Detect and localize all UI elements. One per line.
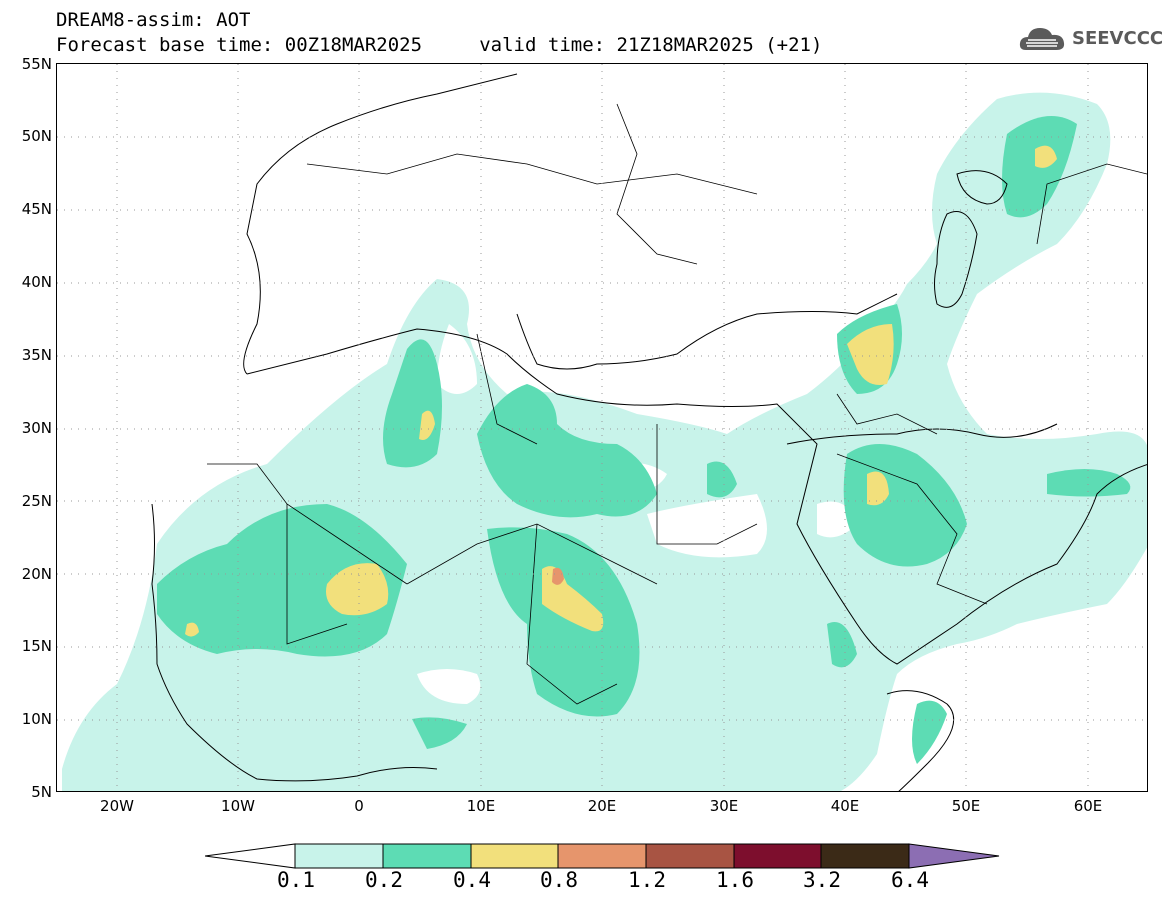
seevccc-logo: SEEVCCC xyxy=(1018,22,1163,56)
lat-label: 35N xyxy=(21,346,52,364)
lat-label: 30N xyxy=(21,419,52,437)
lat-label: 20N xyxy=(21,565,52,583)
lon-label: 50E xyxy=(951,797,981,815)
colorbar-bin-3.2-6.4 xyxy=(820,843,910,869)
aot-colorbar xyxy=(205,843,1000,869)
logo-text: SEEVCCC xyxy=(1072,28,1164,49)
colorbar-below-arrow xyxy=(205,843,296,869)
colorbar-label: 1.2 xyxy=(628,868,666,892)
colorbar-label: 0.2 xyxy=(365,868,403,892)
colorbar-label: 0.1 xyxy=(277,868,315,892)
lon-label: 20E xyxy=(587,797,617,815)
lat-label: 50N xyxy=(21,127,52,145)
lat-label: 45N xyxy=(21,200,52,218)
lon-label: 0 xyxy=(354,797,364,815)
colorbar-label: 3.2 xyxy=(803,868,841,892)
clear-areas xyxy=(417,324,857,704)
map-title: DREAM8-assim: AOT xyxy=(56,9,251,31)
cloud-icon xyxy=(1019,28,1065,50)
map-panel xyxy=(56,63,1148,792)
lat-label: 5N xyxy=(31,783,52,801)
gridlines xyxy=(57,64,1147,791)
colorbar-label: 0.4 xyxy=(453,868,491,892)
lon-label: 40E xyxy=(830,797,860,815)
colorbar-label: 0.8 xyxy=(540,868,578,892)
lat-label: 25N xyxy=(21,492,52,510)
colorbar-above-arrow xyxy=(908,843,1000,869)
aot-level-0.8 xyxy=(552,567,564,585)
colorbar-label: 6.4 xyxy=(891,868,929,892)
colorbar-label: 1.6 xyxy=(716,868,754,892)
colorbar-bin-0.4-0.8 xyxy=(470,843,559,869)
aot-level-0.4 xyxy=(185,145,1057,637)
colorbar-bin-1.6-3.2 xyxy=(733,843,822,869)
colorbar-bin-0.2-0.4 xyxy=(382,843,472,869)
lon-label: 10W xyxy=(221,797,255,815)
lat-label: 40N xyxy=(21,273,52,291)
colorbar-bin-1.2-1.6 xyxy=(645,843,735,869)
lon-label: 20W xyxy=(100,797,134,815)
aot-map xyxy=(57,64,1147,791)
colorbar-bin-0.1-0.2 xyxy=(294,843,384,869)
lat-label: 55N xyxy=(21,55,52,73)
lon-label: 30E xyxy=(709,797,739,815)
lat-label: 10N xyxy=(21,710,52,728)
country-borders xyxy=(207,103,1147,705)
lat-label: 15N xyxy=(21,637,52,655)
colorbar-bin-0.8-1.2 xyxy=(557,843,647,869)
aot-level-0.2 xyxy=(157,116,1131,764)
forecast-times: Forecast base time: 00Z18MAR2025 valid t… xyxy=(56,34,823,56)
lon-label: 60E xyxy=(1073,797,1103,815)
lon-label: 10E xyxy=(466,797,496,815)
